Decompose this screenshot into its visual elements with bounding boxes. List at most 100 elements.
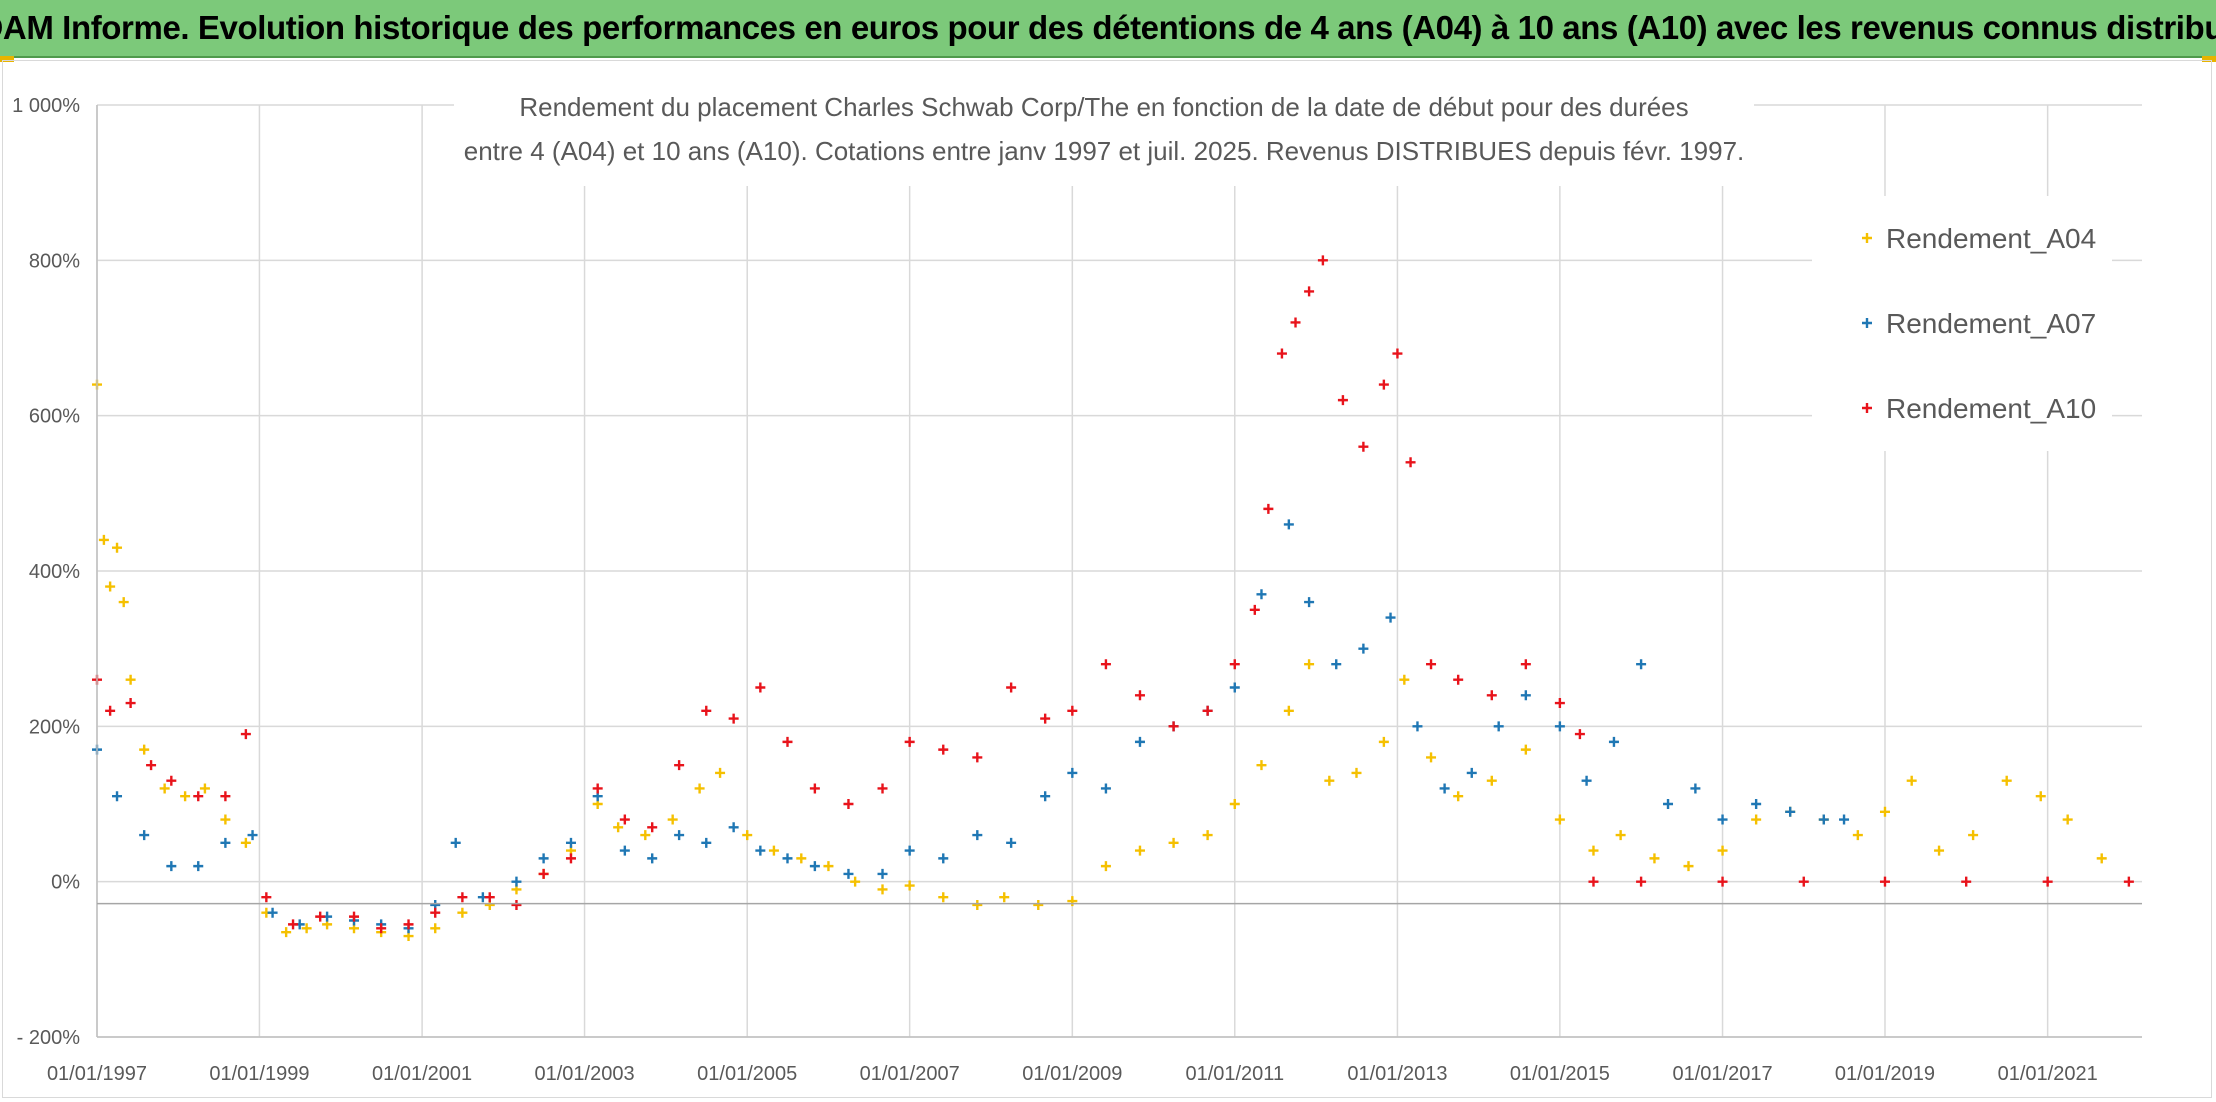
data-point-Rendement_A04: [823, 861, 834, 872]
legend: Rendement_A04 Rendement_A07 Rendement_A10: [1812, 196, 2112, 451]
data-point-Rendement_A07: [701, 837, 712, 848]
data-point-Rendement_A04: [281, 927, 292, 938]
data-point-Rendement_A07: [1636, 659, 1647, 670]
data-point-Rendement_A04: [1351, 767, 1362, 778]
data-point-Rendement_A04: [1100, 861, 1111, 872]
data-point-Rendement_A07: [1690, 783, 1701, 794]
x-tick-label: 01/01/2011: [1185, 1063, 1284, 1085]
data-point-Rendement_A07: [1229, 682, 1240, 693]
data-point-Rendement_A10: [1358, 441, 1369, 452]
data-point-Rendement_A04: [999, 892, 1010, 903]
data-point-Rendement_A10: [193, 791, 204, 802]
data-point-Rendement_A10: [877, 783, 888, 794]
data-point-Rendement_A07: [904, 845, 915, 856]
data-point-Rendement_A04: [1615, 830, 1626, 841]
chart-title-line-1: Rendement du placement Charles Schwab Co…: [519, 92, 1688, 122]
legend-marker: [1862, 403, 1872, 413]
data-point-Rendement_A04: [2062, 814, 2073, 825]
x-tick-label: 01/01/2015: [1510, 1063, 1610, 1085]
data-point-Rendement_A04: [220, 814, 231, 825]
data-point-Rendement_A10: [1337, 395, 1348, 406]
data-point-Rendement_A04: [1934, 845, 1945, 856]
legend-marker: [1862, 233, 1872, 243]
data-point-Rendement_A10: [1304, 286, 1315, 297]
data-point-Rendement_A10: [1426, 659, 1437, 670]
data-point-Rendement_A10: [1453, 674, 1464, 685]
corner-accent-right: [2202, 56, 2216, 62]
data-point-Rendement_A10: [1290, 317, 1301, 328]
axes: 1 000% 800% 600% 400% 200% 0% - 200% 01/01/1997…: [12, 95, 2142, 1085]
data-point-Rendement_A04: [694, 783, 705, 794]
x-tick-label: 01/01/2021: [1998, 1063, 2098, 1085]
data-point-Rendement_A07: [809, 861, 820, 872]
data-point-Rendement_A07: [267, 907, 278, 918]
chart-title-line-2: entre 4 (A04) et 10 ans (A10). Cotations…: [464, 136, 1745, 166]
data-point-Rendement_A10: [755, 682, 766, 693]
data-point-Rendement_A10: [728, 713, 739, 724]
data-point-Rendement_A07: [1608, 736, 1619, 747]
data-point-Rendement_A10: [538, 868, 549, 879]
banner-title: ADAM Informe. Evolution historique des p…: [0, 9, 2216, 46]
data-point-Rendement_A10: [674, 760, 685, 771]
data-point-Rendement_A10: [1717, 876, 1728, 887]
data-point-Rendement_A04: [796, 853, 807, 864]
data-point-Rendement_A10: [782, 736, 793, 747]
data-point-Rendement_A07: [619, 845, 630, 856]
data-point-Rendement_A07: [674, 830, 685, 841]
data-point-Rendement_A10: [938, 744, 949, 755]
data-point-Rendement_A04: [159, 783, 170, 794]
data-point-Rendement_A04: [1453, 791, 1464, 802]
data-point-Rendement_A04: [1324, 775, 1335, 786]
data-point-Rendement_A04: [1168, 837, 1179, 848]
data-point-Rendement_A10: [1405, 457, 1416, 468]
legend-label: Rendement_A10: [1886, 393, 2096, 424]
data-point-Rendement_A10: [1486, 690, 1497, 701]
data-point-Rendement_A07: [1717, 814, 1728, 825]
data-point-Rendement_A07: [1358, 643, 1369, 654]
data-point-Rendement_A07: [1331, 659, 1342, 670]
data-point-Rendement_A10: [376, 923, 387, 934]
x-tick-label: 01/01/1997: [47, 1063, 147, 1085]
data-point-Rendement_A10: [315, 911, 326, 922]
data-point-Rendement_A10: [809, 783, 820, 794]
data-point-Rendement_A04: [640, 830, 651, 841]
data-point-Rendement_A07: [843, 868, 854, 879]
data-point-Rendement_A07: [647, 853, 658, 864]
data-point-Rendement_A10: [1317, 255, 1328, 266]
data-point-Rendement_A07: [1439, 783, 1450, 794]
data-point-Rendement_A04: [1554, 814, 1565, 825]
data-point-Rendement_A10: [647, 822, 658, 833]
data-point-Rendement_A10: [146, 760, 157, 771]
data-point-Rendement_A07: [1751, 799, 1762, 809]
data-point-Rendement_A10: [125, 698, 136, 709]
data-point-Rendement_A10: [1263, 503, 1274, 514]
data-point-Rendement_A10: [261, 892, 272, 903]
data-point-Rendement_A04: [240, 837, 251, 848]
y-tick-label: - 200%: [17, 1027, 81, 1049]
data-point-Rendement_A10: [1378, 379, 1389, 390]
y-tick-label: 800%: [29, 250, 80, 272]
data-point-Rendement_A04: [1520, 744, 1531, 755]
data-point-Rendement_A04: [850, 876, 861, 887]
data-point-Rendement_A10: [1961, 876, 1972, 887]
data-point-Rendement_A07: [1466, 767, 1477, 778]
data-point-Rendement_A07: [1663, 799, 1674, 809]
data-point-Rendement_A10: [1520, 659, 1531, 670]
data-point-Rendement_A10: [166, 775, 177, 786]
data-point-Rendement_A07: [1006, 837, 1017, 848]
data-point-Rendement_A04: [457, 907, 468, 918]
series-Rendement_A07: [92, 519, 1850, 934]
data-point-Rendement_A10: [619, 814, 630, 825]
data-point-Rendement_A04: [613, 822, 624, 833]
data-point-Rendement_A10: [240, 729, 251, 740]
data-point-Rendement_A10: [457, 892, 468, 903]
data-point-Rendement_A07: [1520, 690, 1531, 701]
data-point-Rendement_A10: [430, 907, 441, 918]
data-point-Rendement_A10: [1636, 876, 1647, 887]
data-point-Rendement_A07: [565, 837, 576, 848]
data-point-Rendement_A10: [701, 705, 712, 716]
data-point-Rendement_A10: [1554, 698, 1565, 709]
data-point-Rendement_A10: [1229, 659, 1240, 670]
data-point-Rendement_A04: [1256, 760, 1267, 771]
